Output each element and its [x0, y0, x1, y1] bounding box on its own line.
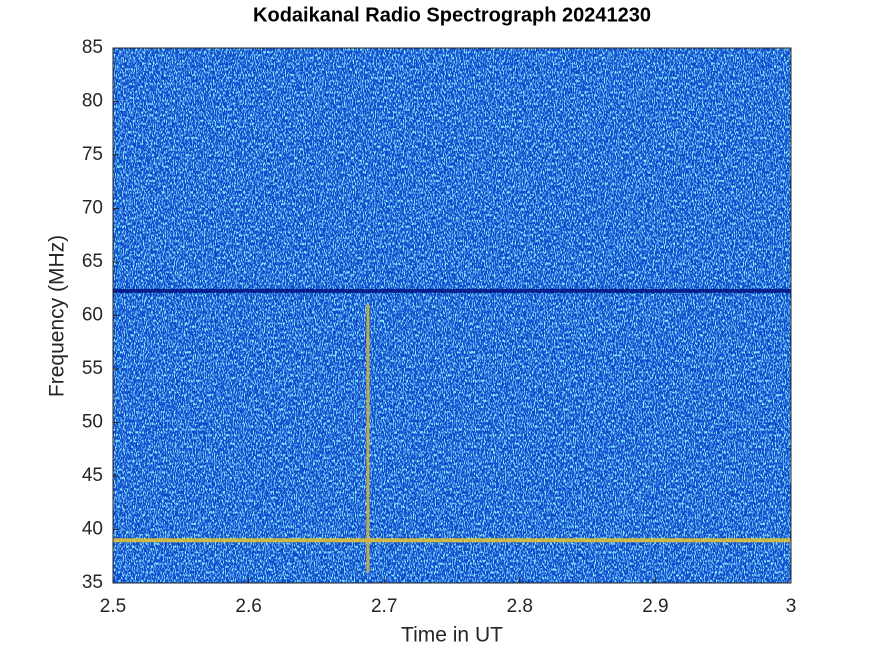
y-tick-label: 80	[82, 91, 103, 112]
y-tick-label: 85	[82, 37, 103, 58]
y-tick-label: 65	[82, 251, 103, 272]
x-tick-label: 2.7	[371, 596, 397, 617]
noise-bright	[113, 48, 791, 583]
y-tick-label: 35	[82, 572, 103, 593]
y-tick-label: 70	[82, 198, 103, 219]
x-tick-label: 2.9	[642, 596, 668, 617]
x-tick-label: 3	[786, 596, 797, 617]
y-tick-label: 55	[82, 358, 103, 379]
y-tick-label: 45	[82, 465, 103, 486]
y-axis-label: Frequency (MHz)	[46, 235, 69, 397]
x-axis-label: Time in UT	[401, 624, 503, 647]
x-tick-label: 2.5	[100, 596, 126, 617]
chart-title: Kodaikanal Radio Spectrograph 20241230	[253, 4, 651, 26]
y-tick-label: 75	[82, 144, 103, 165]
y-tick-label: 50	[82, 412, 103, 433]
x-tick-label: 2.6	[235, 596, 261, 617]
plot-area	[113, 48, 791, 583]
y-tick-label: 40	[82, 519, 103, 540]
y-tick-label: 60	[82, 305, 103, 326]
x-tick-label: 2.8	[507, 596, 533, 617]
